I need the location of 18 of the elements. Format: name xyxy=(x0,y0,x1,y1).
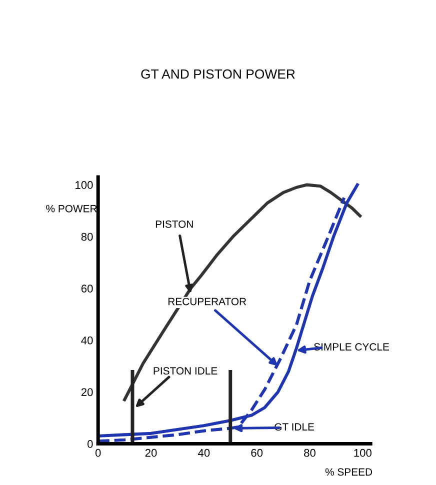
y-tick-label: 20 xyxy=(81,388,93,396)
annotation: RECUPERATOR xyxy=(168,298,246,306)
y-tick-label: 80 xyxy=(81,232,93,241)
y-tick-label: 60 xyxy=(81,284,93,293)
x-tick-label: 20 xyxy=(145,448,157,457)
y-tick-label: 0 xyxy=(87,440,93,448)
x-tick-label: 60 xyxy=(251,448,263,457)
y-axis-title: % POWER xyxy=(46,204,97,212)
annotation: PISTON xyxy=(156,220,193,228)
x-tick-label: 80 xyxy=(304,448,316,457)
x-tick-label: 100 xyxy=(354,448,372,457)
x-axis-title: % SPEED xyxy=(325,468,372,476)
annotation: PISTON IDLE xyxy=(154,367,218,375)
x-tick-label: 0 xyxy=(95,448,101,457)
chart-title: GT AND PISTON POWER xyxy=(141,69,295,79)
y-tick-label: 100 xyxy=(76,181,93,189)
x-tick-label: 40 xyxy=(198,448,210,457)
y-tick-label: 40 xyxy=(81,336,93,344)
